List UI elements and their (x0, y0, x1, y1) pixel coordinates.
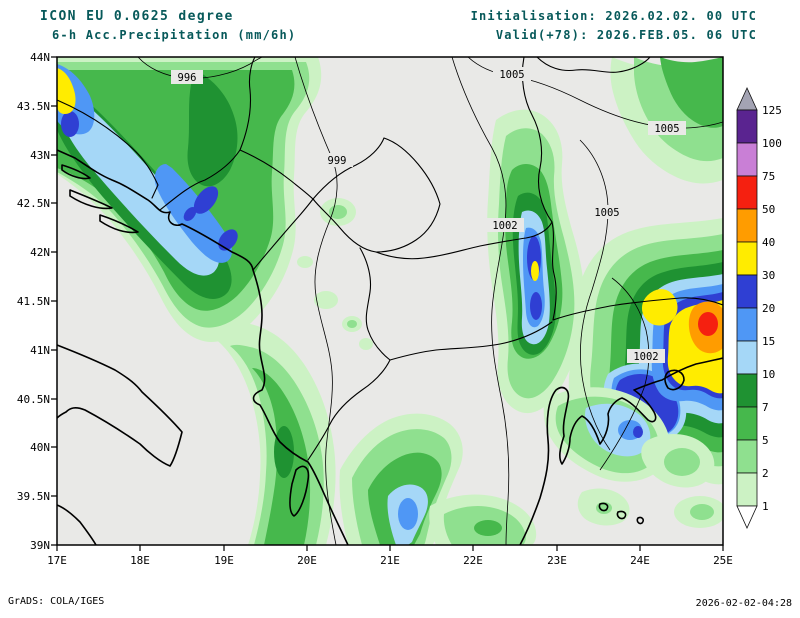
svg-text:1002: 1002 (492, 220, 517, 232)
header-init-time: Initialisation: 2026.02.02. 00 UTC (471, 9, 757, 23)
legend-value-label: 2 (762, 467, 769, 480)
lat-label: 40.5N (17, 393, 50, 406)
legend-value-label: 125 (762, 104, 782, 117)
lon-label: 17E (47, 554, 67, 567)
header-model-title: ICON EU 0.0625 degree (40, 9, 234, 24)
svg-text:996: 996 (178, 72, 197, 84)
svg-text:1002: 1002 (633, 351, 658, 363)
legend-cell (736, 175, 758, 210)
legend-value-label: 7 (762, 401, 769, 414)
legend-over-triangle (736, 87, 758, 111)
lat-label: 43.5N (17, 100, 50, 113)
svg-text:1005: 1005 (594, 207, 619, 219)
legend-value-label: 30 (762, 269, 775, 282)
lat-label: 41N (30, 344, 50, 357)
lat-axis: 44N 43.5N 43N 42.5N 42N 41.5N 41N 40.5N … (17, 51, 50, 552)
lon-label: 22E (463, 554, 483, 567)
lon-label: 23E (547, 554, 567, 567)
legend-cell (736, 406, 758, 441)
legend-value-label: 10 (762, 368, 775, 381)
legend-value-label: 20 (762, 302, 775, 315)
lat-label: 44N (30, 51, 50, 64)
lat-label: 39.5N (17, 490, 50, 503)
header-valid-time: Valid(+78): 2026.FEB.05. 06 UTC (496, 28, 757, 42)
legend-value-labels: 125 100 75 50 40 30 20 15 10 7 5 2 1 (762, 104, 782, 513)
legend-cell (736, 439, 758, 474)
svg-text:1005: 1005 (499, 69, 524, 81)
legend-cell (736, 274, 758, 309)
isobar-label: 1005 (648, 121, 686, 135)
isobar-label: 1002 (486, 218, 524, 232)
legend-cell (736, 241, 758, 276)
legend-value-label: 50 (762, 203, 775, 216)
lat-label: 39N (30, 539, 50, 552)
svg-text:999: 999 (328, 155, 347, 167)
legend-cell (736, 142, 758, 177)
legend-cell (736, 307, 758, 342)
isobar-labels: 996 999 1005 1005 1002 1005 (171, 67, 686, 363)
lat-label: 42.5N (17, 197, 50, 210)
isobar-label: 1002 (627, 349, 665, 363)
isobar-label: 996 (171, 70, 203, 84)
footer-grads-credit: GrADS: COLA/IGES (8, 596, 104, 607)
legend-cell (736, 208, 758, 243)
legend-under-triangle (736, 505, 758, 529)
lon-label: 21E (380, 554, 400, 567)
footer-timestamp: 2026-02-02-04:28 (696, 598, 792, 609)
legend-value-label: 40 (762, 236, 775, 249)
lon-label: 18E (130, 554, 150, 567)
lon-label: 25E (713, 554, 733, 567)
axis-ticks (51, 56, 724, 551)
lat-label: 43N (30, 149, 50, 162)
lon-label: 19E (214, 554, 234, 567)
legend-value-label: 75 (762, 170, 775, 183)
color-legend: 125 100 75 50 40 30 20 15 10 7 5 2 1 (736, 87, 782, 529)
svg-text:1005: 1005 (654, 123, 679, 135)
lat-label: 42N (30, 246, 50, 259)
isobar-label: 999 (321, 153, 353, 167)
lat-label: 40N (30, 441, 50, 454)
isobar-label: 1005 (588, 205, 626, 219)
legend-cell (736, 109, 758, 144)
lon-label: 20E (297, 554, 317, 567)
lat-label: 41.5N (17, 295, 50, 308)
legend-value-label: 15 (762, 335, 775, 348)
country-borders (57, 57, 723, 461)
isobar-label: 1005 (493, 67, 531, 81)
legend-value-label: 100 (762, 137, 782, 150)
legend-cell (736, 340, 758, 375)
lon-axis: 17E 18E 19E 20E 21E 22E 23E 24E 25E (47, 554, 733, 567)
header-product-title: 6-h Acc.Precipitation (mm/6h) (52, 28, 296, 42)
lon-label: 24E (630, 554, 650, 567)
legend-cell (736, 373, 758, 408)
coastlines (57, 149, 723, 545)
legend-value-label: 1 (762, 500, 769, 513)
legend-value-label: 5 (762, 434, 769, 447)
legend-cell (736, 472, 758, 507)
